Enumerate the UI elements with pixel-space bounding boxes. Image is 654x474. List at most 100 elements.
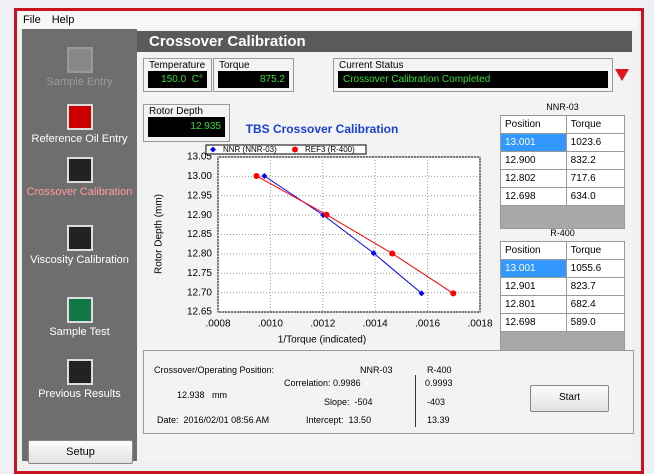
y-tick-label: 12.95: [187, 190, 212, 201]
legend: [205, 144, 367, 155]
table-row[interactable]: 12.698 634.0: [500, 187, 626, 206]
table-cell: Position: [500, 241, 567, 260]
summary-date: Date: 2016/02/01 08:56 AM: [157, 415, 269, 425]
column-header: R-400: [427, 365, 452, 375]
y-tick-label: 13.00: [187, 171, 212, 182]
series-line: [256, 175, 454, 294]
table-cell: Position: [500, 115, 567, 134]
field-label: Temperature: [149, 60, 206, 71]
nav-item[interactable]: Viscosity Calibration: [22, 225, 137, 266]
table: Position Torque 13.001 1023.6 12.900 832.2 12.…: [500, 115, 626, 206]
marker: [418, 290, 425, 297]
table-row[interactable]: 13.001 1055.6: [500, 259, 626, 278]
label: Intercept:: [306, 415, 344, 425]
temperature-box: Temperature 150.0 C°: [143, 58, 212, 92]
x-tick-label: .0010: [258, 319, 283, 330]
table-title: NNR-03: [546, 102, 579, 112]
table-row[interactable]: Position Torque: [500, 241, 626, 260]
legend-label: REF3 (R-400): [305, 145, 355, 154]
nav-item[interactable]: Sample Test: [22, 297, 137, 338]
chart: TBS Crossover Calibration 1/Torque (indi…: [154, 122, 493, 345]
table-title: R-400: [550, 228, 575, 238]
table-cell: 12.802: [500, 169, 567, 188]
table-cell: 589.0: [565, 313, 626, 332]
table-cell: 1055.6: [565, 259, 626, 278]
field-label: Torque: [219, 60, 250, 71]
label: Correlation:: [284, 378, 331, 388]
legend-label: NNR (NNR-03): [223, 145, 277, 154]
table-cell: 634.0: [565, 187, 626, 206]
summary-label: Correlation: 0.9986: [284, 378, 361, 388]
summary-value: 12.938 mm: [177, 390, 227, 400]
field-unit: C°: [191, 74, 203, 85]
table-cell: 823.7: [565, 277, 626, 296]
alert-icon: [615, 69, 629, 81]
nav-item[interactable]: Reference Oil Entry: [22, 104, 137, 145]
table-cell: 12.698: [500, 187, 567, 206]
x-tick-label: .0018: [467, 319, 492, 330]
y-tick-label: 13.05: [187, 152, 212, 163]
x-tick-label: .0012: [310, 319, 335, 330]
marker: [292, 146, 298, 153]
torque-display: 875.2: [218, 71, 289, 88]
summary-value: 13.39: [427, 415, 450, 425]
y-tick-label: 12.65: [187, 307, 212, 318]
temperature-display: 150.0 C°: [148, 71, 207, 88]
y-tick-label: 12.75: [187, 268, 212, 279]
table-row[interactable]: 12.802 717.6: [500, 169, 626, 188]
sidebar: Sample Entry Reference Oil Entry Crossov…: [22, 29, 137, 464]
marker: [261, 172, 268, 179]
marker: [210, 146, 216, 153]
page: {"menu": ["File", "Help"], "sidebar": {"…: [14, 8, 644, 474]
y-tick-label: 12.85: [187, 229, 212, 240]
status-display: Crossover Calibration Completed: [338, 71, 608, 88]
table-cell: Torque: [565, 241, 626, 260]
field-label: Rotor Depth: [149, 106, 203, 117]
field-value: 150.0: [161, 74, 187, 85]
nav-label: Crossover Calibration: [26, 186, 133, 198]
marker: [253, 172, 260, 179]
x-tick-label: .0014: [363, 319, 388, 330]
y-tick-label: 12.90: [187, 210, 212, 221]
marker: [450, 290, 457, 297]
table-cell: 12.801: [500, 295, 567, 314]
table-row[interactable]: 12.900 832.2: [500, 151, 626, 170]
nav-label: Viscosity Calibration: [30, 254, 129, 266]
y-tick-label: 12.80: [187, 249, 212, 260]
divider: [415, 375, 416, 427]
label: Slope:: [324, 397, 350, 407]
nav-label: Previous Results: [38, 388, 121, 400]
table-cell: 12.900: [500, 151, 567, 170]
x-tick-label: .0016: [415, 319, 440, 330]
field-label: Current Status: [339, 60, 404, 71]
table-row[interactable]: 13.001 1023.6: [500, 133, 626, 152]
menu-item[interactable]: Help: [51, 14, 75, 26]
summary-value: -403: [427, 397, 446, 407]
table-row[interactable]: Position Torque: [500, 115, 626, 134]
menu-item[interactable]: File: [23, 14, 41, 26]
nav-label: Sample Test: [49, 326, 110, 338]
rotor-depth-box: Rotor Depth 12.935: [143, 104, 230, 142]
page-title: Crossover Calibration: [137, 31, 632, 52]
y-tick-label: 12.70: [187, 287, 212, 298]
table-row[interactable]: 12.901 823.7: [500, 277, 626, 296]
table-cell: 13.001: [500, 259, 567, 278]
marker: [389, 250, 396, 257]
setup-button[interactable]: Setup: [28, 440, 133, 464]
date-label: Date:: [157, 415, 179, 425]
nav-item[interactable]: Sample Entry: [22, 47, 137, 88]
table-footer: [500, 206, 625, 229]
nav-item[interactable]: Previous Results: [22, 359, 137, 400]
table-row[interactable]: 12.698 589.0: [500, 313, 626, 332]
position-value: 12.938: [177, 390, 205, 400]
torque-box: Torque 875.2: [213, 58, 294, 92]
summary-value: 0.9993: [425, 378, 453, 388]
start-button[interactable]: Start: [530, 385, 609, 412]
summary-label: Crossover/Operating Position:: [154, 365, 275, 375]
table-cell: 717.6: [565, 169, 626, 188]
table-cell: 12.698: [500, 313, 567, 332]
table-cell: 832.2: [565, 151, 626, 170]
table-cell: 13.001: [500, 133, 567, 152]
table-row[interactable]: 12.801 682.4: [500, 295, 626, 314]
nav-item[interactable]: Crossover Calibration: [22, 157, 137, 198]
